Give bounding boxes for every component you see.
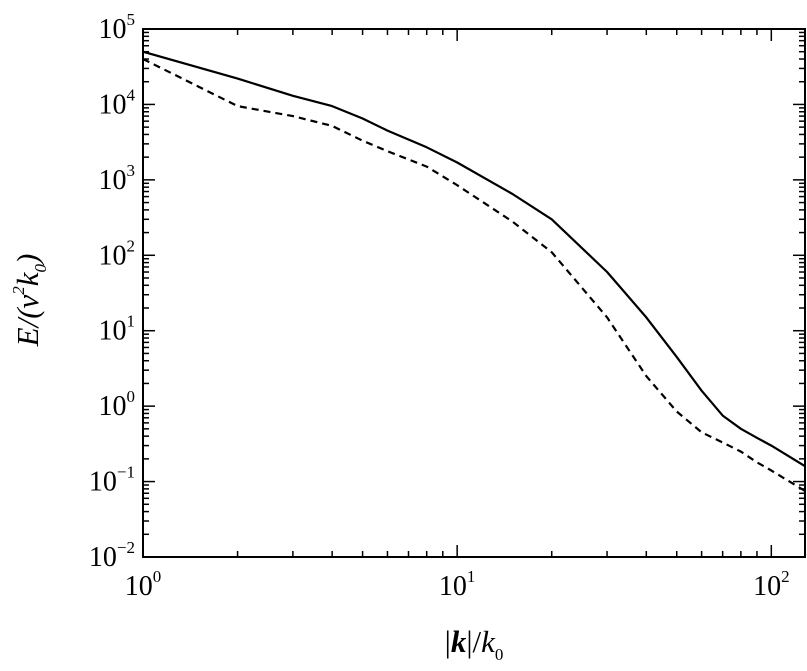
tick-layer: 100 101 102 10−2 10−1 100 101 102 103 104 105 bbox=[89, 10, 805, 602]
y-tick-label: 104 bbox=[99, 85, 136, 120]
y-tick-label: 105 bbox=[99, 10, 136, 45]
plot-frame bbox=[142, 28, 806, 558]
y-axis-label: E/(ν2k0) bbox=[9, 254, 50, 348]
series-line-dashed bbox=[143, 58, 805, 492]
y-tick-label: 102 bbox=[99, 236, 136, 271]
series-line-solid bbox=[143, 50, 805, 468]
series-layer bbox=[143, 50, 805, 492]
y-tick-label: 103 bbox=[99, 161, 136, 196]
x-tick-label: 102 bbox=[753, 567, 790, 602]
y-tick-label: 101 bbox=[99, 312, 136, 347]
y-tick-label: 10−2 bbox=[89, 538, 135, 573]
x-axis-label: |k|/k0 bbox=[445, 624, 504, 664]
x-tick-label: 100 bbox=[125, 567, 162, 602]
y-tick-label: 10−1 bbox=[89, 463, 135, 498]
x-tick-label: 101 bbox=[439, 567, 476, 602]
y-tick-label: 100 bbox=[99, 387, 136, 422]
